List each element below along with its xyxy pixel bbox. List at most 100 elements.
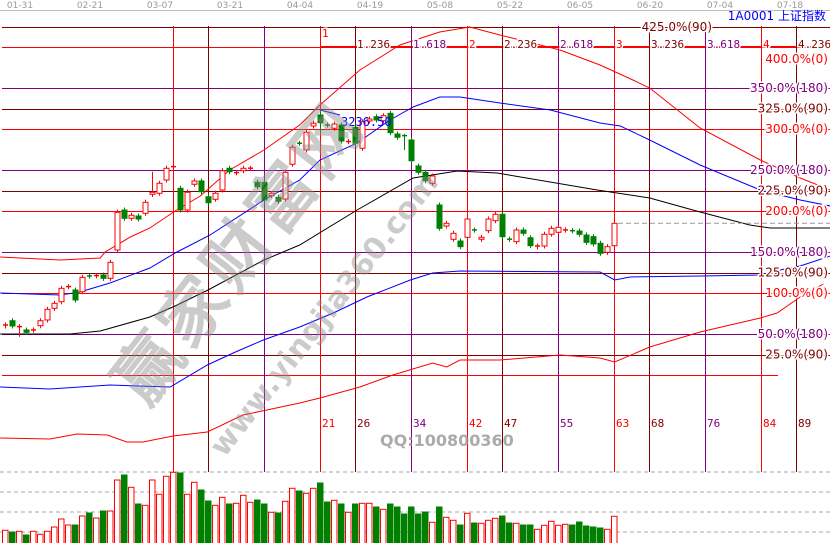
candle-body <box>576 230 583 235</box>
volume-bar <box>156 493 163 543</box>
cycle-count-label: 68 <box>651 417 664 430</box>
volume-bar <box>205 500 212 543</box>
gann-level-label: 350.0%(180) <box>750 81 828 95</box>
fib-ratio-label: 3 <box>616 38 623 51</box>
candle-body <box>338 124 345 142</box>
volume-bar <box>100 510 107 543</box>
volume-bar <box>597 527 604 543</box>
volume-bar <box>191 481 198 543</box>
volume-bar <box>233 502 240 543</box>
candle-body <box>149 191 156 195</box>
date-tick-label: 06-05 <box>567 1 593 11</box>
volume-bar <box>534 528 541 543</box>
candle-body <box>443 222 450 227</box>
volume-bar <box>380 508 387 543</box>
candle-body <box>436 204 443 229</box>
gann-level-label: 200.0%(0) <box>765 204 828 218</box>
date-tick-label: 07-04 <box>707 1 733 11</box>
candle-body <box>226 167 233 173</box>
volume-bar <box>114 479 121 543</box>
candle-body <box>254 181 261 188</box>
candle-body <box>23 329 30 333</box>
date-tick-label: 06-20 <box>637 1 663 11</box>
volume-bar <box>219 496 226 543</box>
date-tick-label: 04-04 <box>287 1 313 11</box>
cycle-count-label: 89 <box>798 417 811 430</box>
volume-bar <box>121 474 128 543</box>
volume-bar <box>457 524 464 543</box>
candle-body <box>44 308 51 321</box>
fib-ratio-label: 3.618 <box>707 38 740 51</box>
volume-bar <box>282 500 289 543</box>
date-tick-label: 04-19 <box>357 1 383 11</box>
candle-body <box>212 192 219 200</box>
candle-body <box>611 222 618 247</box>
volume-bar <box>240 494 247 543</box>
volume-bar <box>65 524 72 543</box>
candle-body <box>408 139 415 162</box>
volume-bar <box>485 519 492 543</box>
volume-bar <box>79 515 86 543</box>
volume-bar <box>387 503 394 543</box>
gann-level-label: 125.0%(90) <box>758 266 828 280</box>
date-tick-label: 02-21 <box>77 1 103 11</box>
candle-body <box>555 226 562 233</box>
candle-body <box>163 167 170 181</box>
candle-body <box>422 171 429 182</box>
volume-bar <box>450 519 457 543</box>
volume-bar <box>443 516 450 543</box>
candle-body <box>464 218 471 238</box>
volume-bar <box>338 503 345 543</box>
volume-bar <box>590 526 597 543</box>
candle-body <box>100 274 107 279</box>
gann-level-label: 325.0%(90) <box>758 102 828 116</box>
indicator-line-4 <box>0 255 830 390</box>
volume-bar <box>226 503 233 543</box>
candle-body <box>597 242 604 254</box>
volume-bar <box>576 521 583 543</box>
candle-body <box>191 180 198 185</box>
volume-bar <box>142 504 149 543</box>
cycle-count-label: 42 <box>469 417 482 430</box>
volume-bar <box>289 487 296 543</box>
candle-body <box>583 234 590 243</box>
gann-level-label: 150.0%(180) <box>750 245 828 259</box>
candle-body <box>380 115 387 122</box>
cycle-count-label: 55 <box>560 417 573 430</box>
volume-bar <box>373 506 380 543</box>
volume-bar <box>317 482 324 543</box>
fib-ratio-label: 2.618 <box>560 38 593 51</box>
volume-bar <box>93 517 100 543</box>
candle-body <box>520 229 527 234</box>
fib-ratio-label: 4.236 <box>798 38 830 51</box>
candle-body <box>289 146 296 165</box>
gann-level-label: 300.0%(0) <box>765 122 828 136</box>
candle-body <box>184 191 191 211</box>
fib-ratio-label: 2.236 <box>504 38 537 51</box>
cycle-count-label: 26 <box>357 417 370 430</box>
candle-body <box>303 131 310 151</box>
candle-body <box>128 214 135 219</box>
cycle-count-label: 47 <box>504 417 517 430</box>
volume-bar <box>415 513 422 543</box>
volume-bar <box>345 511 352 543</box>
volume-bar <box>520 524 527 543</box>
candle-body <box>331 123 338 129</box>
volume-bar <box>128 486 135 543</box>
date-tick-label: 05-08 <box>427 1 453 11</box>
candle-body <box>177 187 184 211</box>
candle-body <box>604 246 611 253</box>
candle-body <box>485 218 492 232</box>
candle-body <box>492 213 499 222</box>
date-tick-label: 05-22 <box>497 1 523 11</box>
candle-body <box>72 289 79 301</box>
candle-body <box>541 233 548 247</box>
candle-body <box>366 118 373 122</box>
candle-body <box>9 320 16 327</box>
volume-bar <box>359 502 366 543</box>
candle-body <box>205 196 212 204</box>
indicator-line-3 <box>0 170 830 335</box>
gann-level-label: 100.0%(0) <box>765 286 828 300</box>
